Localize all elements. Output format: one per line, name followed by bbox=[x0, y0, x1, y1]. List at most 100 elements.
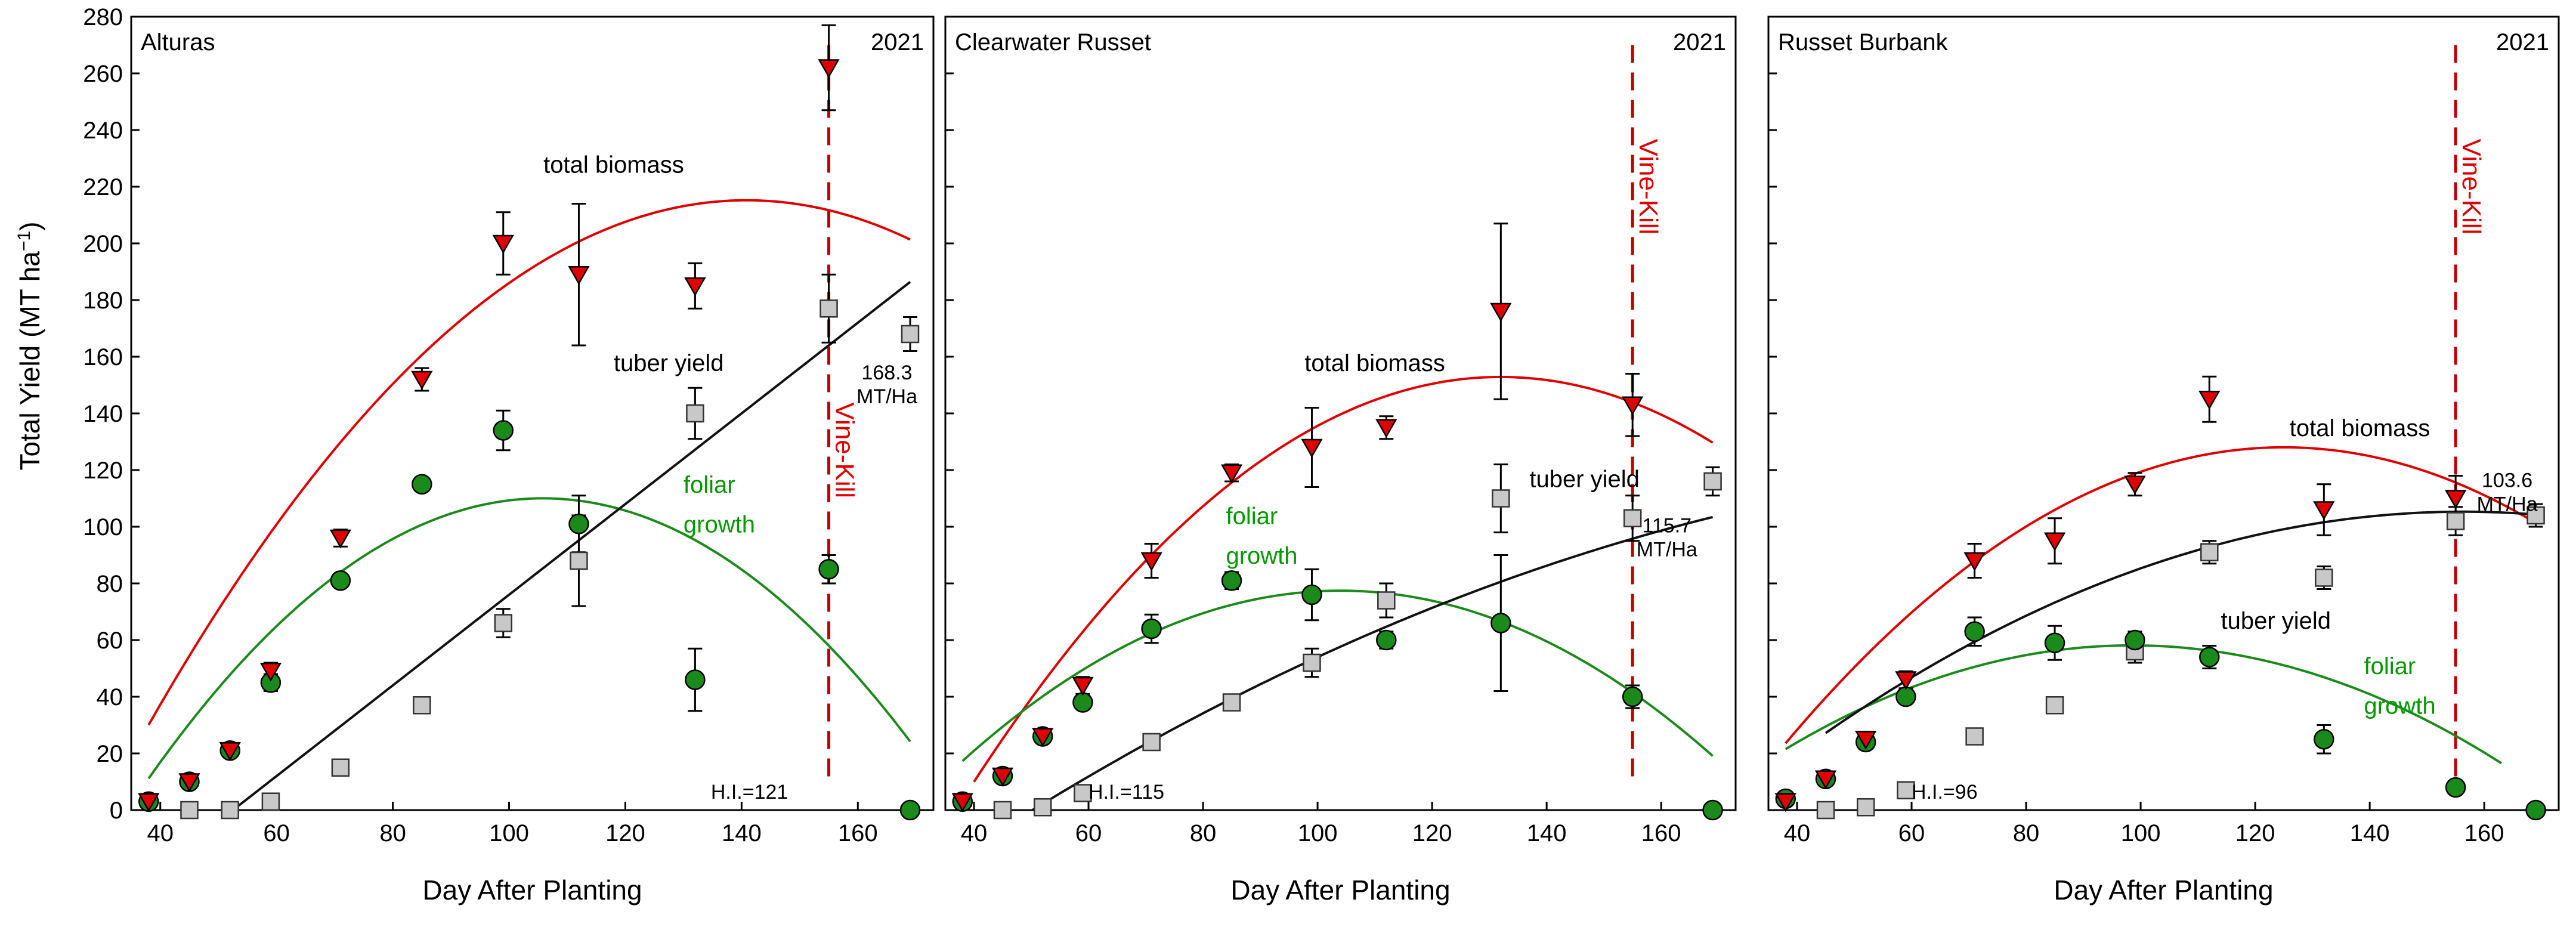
x-tick-label: 100 bbox=[1298, 820, 1338, 846]
y-tick-label: 220 bbox=[83, 174, 123, 200]
data-point-tuber-yield bbox=[180, 801, 199, 820]
chart-panel-3: 40 60 80 100 120 140 160 Day After Planting Russ… bbox=[1767, 16, 2560, 906]
y-tick-label: 180 bbox=[83, 288, 123, 314]
data-point-total-biomass bbox=[1963, 552, 1986, 571]
data-point-total-biomass bbox=[1855, 731, 1877, 750]
chart-panels: 0 20 40 60 80 100 120 140 160 180 200 220 240 260 280 4… bbox=[83, 4, 2560, 906]
harvest-index-label: H.I.=115 bbox=[1088, 781, 1164, 804]
annotation-label: tuber yield bbox=[2221, 608, 2331, 634]
x-tick-label: 160 bbox=[838, 820, 878, 846]
data-point-total-biomass bbox=[1301, 438, 1323, 458]
x-tick-label: 120 bbox=[1412, 820, 1452, 846]
data-point-foliar-growth bbox=[493, 420, 514, 441]
data-point-total-biomass bbox=[1072, 676, 1094, 696]
data-point-foliar-growth bbox=[330, 570, 351, 591]
data-point-foliar-growth bbox=[1376, 629, 1397, 651]
data-point-total-biomass bbox=[259, 663, 282, 682]
x-tick-label: 120 bbox=[2235, 820, 2275, 846]
annotation-label: foliar bbox=[684, 472, 735, 498]
y-axis-label: Total Yield (MT ha−1) bbox=[14, 222, 45, 471]
data-point-total-biomass bbox=[1032, 728, 1054, 747]
data-point-foliar-growth bbox=[1490, 613, 1511, 634]
data-point-tuber-yield bbox=[2045, 696, 2064, 715]
y-tick-label: 0 bbox=[110, 798, 123, 824]
data-point-tuber-yield bbox=[1816, 801, 1835, 820]
panel-title: Russet Burbank bbox=[1778, 29, 1949, 55]
fit-curve-total-biomass bbox=[973, 375, 1714, 783]
data-point-tuber-yield bbox=[1623, 509, 1642, 527]
vine-kill-label: Vine-Kill bbox=[830, 402, 859, 498]
data-point-total-biomass bbox=[2043, 532, 2066, 552]
x-tick-label: 140 bbox=[1527, 820, 1567, 846]
vine-kill-label: Vine-Kill bbox=[1634, 139, 1663, 235]
data-point-total-biomass bbox=[2124, 475, 2146, 495]
data-point-tuber-yield bbox=[1965, 727, 1984, 746]
data-point-foliar-growth bbox=[1221, 570, 1242, 591]
x-tick-label: 80 bbox=[379, 820, 406, 846]
y-tick-label: 160 bbox=[83, 344, 123, 370]
final-yield-value: 168.3 bbox=[861, 361, 912, 384]
data-point-total-biomass bbox=[991, 767, 1014, 787]
final-yield-unit: MT/Ha bbox=[2477, 493, 2538, 516]
data-point-tuber-yield bbox=[570, 551, 588, 570]
annotation-label: total biomass bbox=[1304, 350, 1445, 376]
data-point-tuber-yield bbox=[901, 325, 920, 344]
data-point-total-biomass bbox=[1814, 770, 1837, 790]
y-tick-label: 280 bbox=[83, 4, 123, 30]
x-tick-label: 40 bbox=[147, 820, 174, 846]
data-point-foliar-growth bbox=[2044, 632, 2065, 653]
panel-title: Clearwater Russet bbox=[955, 29, 1151, 55]
data-point-tuber-yield bbox=[2200, 543, 2219, 561]
fit-curve-tuber-yield bbox=[1824, 510, 2536, 734]
annotation-label: foliar bbox=[1226, 503, 1278, 529]
y-tick-label: 40 bbox=[97, 684, 123, 710]
fit-curve-total-biomass bbox=[147, 199, 911, 726]
data-point-total-biomass bbox=[1490, 302, 1512, 322]
panel-year: 2021 bbox=[871, 29, 924, 55]
data-point-total-biomass bbox=[2313, 501, 2335, 521]
data-point-total-biomass bbox=[1622, 396, 1644, 416]
chart-panel-2: 40 60 80 100 120 140 160 Day After Planting Clea… bbox=[944, 16, 1737, 906]
data-point-tuber-yield bbox=[1074, 784, 1092, 802]
data-point-tuber-yield bbox=[413, 696, 431, 715]
data-point-total-biomass bbox=[1375, 419, 1397, 438]
data-point-tuber-yield bbox=[1033, 798, 1052, 817]
data-point-total-biomass bbox=[684, 277, 706, 296]
data-point-total-biomass bbox=[492, 234, 514, 254]
data-point-foliar-growth bbox=[2199, 647, 2220, 668]
data-point-tuber-yield bbox=[1377, 591, 1396, 610]
y-tick-label: 200 bbox=[83, 231, 123, 257]
data-point-total-biomass bbox=[1220, 464, 1243, 484]
fit-curve-foliar-growth bbox=[147, 497, 911, 780]
final-yield-value: 115.7 bbox=[1643, 515, 1692, 537]
data-point-tuber-yield bbox=[2315, 568, 2333, 587]
data-point-foliar-growth bbox=[412, 474, 432, 495]
plot-frame bbox=[130, 16, 935, 811]
data-point-foliar-growth bbox=[1141, 618, 1162, 639]
data-point-total-biomass bbox=[1140, 552, 1162, 571]
data-point-total-biomass bbox=[329, 529, 352, 549]
fit-curve-total-biomass bbox=[1785, 446, 2537, 744]
data-point-tuber-yield bbox=[820, 299, 838, 318]
data-point-total-biomass bbox=[138, 793, 160, 812]
x-axis-label: Day After Planting bbox=[422, 875, 642, 906]
data-point-foliar-growth bbox=[2445, 777, 2466, 798]
data-point-tuber-yield bbox=[2446, 512, 2465, 530]
y-tick-label: 100 bbox=[83, 514, 123, 540]
data-point-tuber-yield bbox=[494, 614, 513, 632]
x-axis-label: Day After Planting bbox=[1230, 875, 1450, 906]
y-axis-label-close: ) bbox=[14, 222, 45, 231]
data-point-foliar-growth bbox=[2314, 729, 2334, 750]
x-tick-label: 160 bbox=[2464, 820, 2504, 846]
data-point-tuber-yield bbox=[221, 801, 239, 820]
annotation-label: total biomass bbox=[543, 152, 684, 178]
data-point-tuber-yield bbox=[1142, 733, 1161, 752]
data-point-total-biomass bbox=[2445, 490, 2467, 509]
plot-frame bbox=[1767, 16, 2560, 811]
y-tick-label: 140 bbox=[83, 401, 123, 427]
data-point-total-biomass bbox=[178, 773, 200, 793]
y-axis-label-main: Total Yield (MT ha bbox=[14, 251, 45, 471]
y-tick-label: 240 bbox=[83, 118, 123, 144]
data-point-foliar-growth bbox=[568, 514, 589, 534]
data-point-tuber-yield bbox=[1222, 693, 1241, 712]
